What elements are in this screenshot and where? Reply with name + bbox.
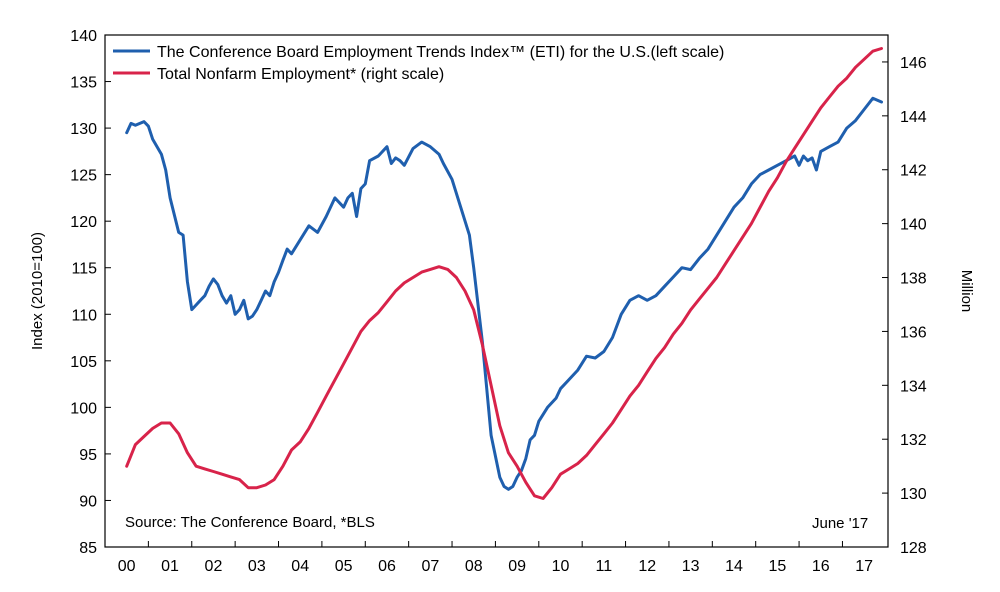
right-tick-label: 132 xyxy=(900,432,927,449)
right-tick-label: 130 xyxy=(900,486,927,503)
x-tick-label: 14 xyxy=(725,558,743,575)
x-tick-label: 16 xyxy=(812,558,830,575)
legend-label-eti: The Conference Board Employment Trends I… xyxy=(157,44,724,61)
x-tick-label: 02 xyxy=(205,558,223,575)
left-tick-label: 125 xyxy=(70,168,97,185)
right-axis: 146 144 142 140 138 136 134 132 130 128 xyxy=(882,55,927,557)
x-tick-label: 08 xyxy=(465,558,483,575)
right-tick-label: 144 xyxy=(900,109,927,126)
left-tick-label: 90 xyxy=(79,493,97,510)
x-tick-label: 09 xyxy=(508,558,526,575)
left-tick-label: 100 xyxy=(70,400,97,417)
left-axis-label: Index (2010=100) xyxy=(29,232,46,350)
right-tick-label: 128 xyxy=(900,540,927,557)
left-tick-label: 140 xyxy=(70,28,97,45)
eti-series-line xyxy=(125,96,883,491)
x-tick-label: 10 xyxy=(552,558,570,575)
legend-label-nonfarm: Total Nonfarm Employment* (right scale) xyxy=(157,66,444,83)
plot-frame xyxy=(104,34,889,548)
left-tick-label: 85 xyxy=(79,540,97,557)
left-tick-label: 130 xyxy=(70,121,97,138)
x-tick-label: 07 xyxy=(421,558,439,575)
right-tick-label: 142 xyxy=(900,163,927,180)
x-tick-label: 06 xyxy=(378,558,396,575)
x-tick-label: 11 xyxy=(596,558,613,575)
right-tick-label: 134 xyxy=(900,378,927,395)
legend: The Conference Board Employment Trends I… xyxy=(113,44,724,83)
x-axis: 00 01 02 03 04 05 06 07 08 09 10 11 12 13 14 15 16 17 xyxy=(118,541,873,575)
left-tick-label: 105 xyxy=(70,354,97,371)
left-tick-label: 110 xyxy=(71,307,97,324)
left-tick-label: 95 xyxy=(79,447,97,464)
right-tick-label: 138 xyxy=(900,271,927,288)
date-note: June '17 xyxy=(812,515,868,532)
x-tick-label: 03 xyxy=(248,558,266,575)
source-note: Source: The Conference Board, *BLS xyxy=(125,514,375,531)
x-tick-label: 17 xyxy=(855,558,873,575)
left-axis: 140 135 130 125 120 115 110 105 100 95 90 85 xyxy=(70,28,111,557)
x-tick-label: 13 xyxy=(682,558,700,575)
x-tick-label: 12 xyxy=(638,558,656,575)
right-tick-label: 146 xyxy=(900,55,927,72)
x-tick-label: 05 xyxy=(335,558,353,575)
right-axis-label: Million xyxy=(958,270,975,313)
left-tick-label: 120 xyxy=(70,214,97,231)
nonfarm-series-line xyxy=(125,47,883,500)
x-tick-label: 04 xyxy=(291,558,309,575)
right-tick-label: 136 xyxy=(900,324,927,341)
x-tick-label: 01 xyxy=(161,558,179,575)
x-tick-label: 00 xyxy=(118,558,136,575)
series-lines xyxy=(125,47,883,500)
right-tick-label: 140 xyxy=(900,217,927,234)
left-tick-label: 135 xyxy=(70,75,97,92)
left-tick-label: 115 xyxy=(71,261,97,278)
x-tick-label: 15 xyxy=(768,558,786,575)
